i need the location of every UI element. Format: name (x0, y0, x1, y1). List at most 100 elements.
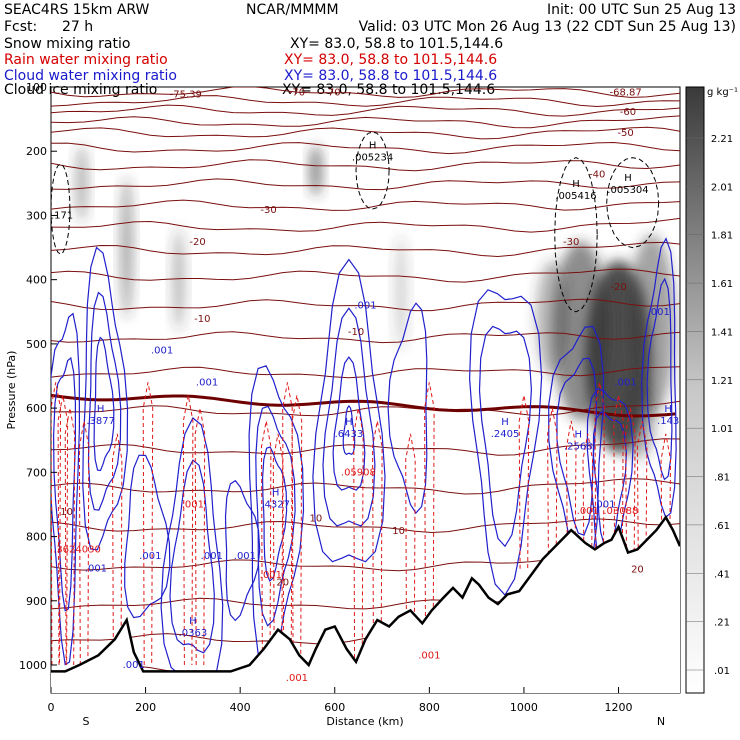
temperature-label-0: -75.39 (170, 89, 202, 100)
snow-shade-2 (627, 234, 676, 415)
temperature-contour-6 (51, 159, 680, 172)
rain-water-contour-14 (405, 433, 416, 666)
maximum-value-2: .005304 (607, 185, 648, 196)
field-title-ice: Cloud ice mixing ratio (4, 82, 157, 98)
rain-water-contour-6 (182, 395, 194, 666)
cloud-water-contour-5-1 (646, 277, 673, 481)
contour-value-label-1: .001 (196, 377, 218, 388)
temperature-label-4: -60 (620, 107, 636, 118)
center-title: NCAR/MMMM (246, 2, 339, 18)
contour-value-label-2: .001 (354, 300, 376, 311)
y-tick-label-4: 500 (26, 338, 47, 351)
valid-time: Valid: 03 UTC Mon 26 Aug 13 (22 CDT Sun … (359, 19, 736, 35)
contour-value-label-0: .001 (151, 345, 173, 356)
temperature-label-3: -68.87 (609, 87, 641, 98)
contour-value-label-12: .001 (260, 570, 282, 581)
cloud-water-contour-5-0 (641, 237, 677, 519)
maximum-marker-0: H (369, 141, 377, 152)
y-tick-label-0: 100 (26, 81, 47, 94)
maximum-value-8: .4327 (261, 499, 290, 510)
cloud-water-contour-2-2 (261, 446, 288, 583)
x-tick-label-3: 600 (324, 701, 345, 714)
temperature-contour-14 (51, 366, 680, 379)
cloud-water-contour-11-0 (387, 302, 428, 514)
field-xy-ice: XY= 83.0, 58.8 to 101.5,144.6 (282, 82, 495, 98)
contour-value-label-11: .001 (182, 499, 204, 510)
colorbar-label-3: .61 (714, 521, 730, 532)
maximum-value-9: .0363 (179, 628, 208, 639)
y-tick-label-9: 1000 (19, 659, 47, 672)
colorbar-label-11: 2.21 (711, 134, 733, 145)
maximum-marker-2: H (624, 173, 632, 184)
temperature-contour-16 (51, 438, 680, 456)
contour-value-label-4: .001 (614, 377, 636, 388)
temperature-contour-0 (51, 87, 680, 98)
temperature-label-6: -40 (589, 170, 605, 181)
rain-water-contour-19 (582, 433, 594, 569)
cloud-water-contour-1-2 (93, 336, 115, 472)
temperature-label-11: -10 (194, 314, 210, 325)
rain-water-contour-20 (594, 382, 605, 569)
maximum-value-12: .3624030 (53, 544, 101, 555)
cloud-water-contour-1-1 (87, 291, 122, 511)
temperature-label-7: -30 (260, 205, 276, 216)
contour-value-label-5: .001 (139, 551, 161, 562)
colorbar-label-5: 1.01 (711, 424, 733, 435)
rain-water-contour-0 (51, 382, 62, 666)
temperature-contour-15 (51, 400, 680, 417)
terrain-fill (51, 517, 680, 693)
rain-water-contour-17 (547, 408, 558, 569)
snow-shade-3 (535, 260, 569, 377)
rain-water-contour-10 (282, 382, 293, 666)
maximum-value-7: .143 (657, 416, 679, 427)
colorbar-label-1: .21 (714, 618, 730, 629)
maximum-marker-9: H (189, 616, 197, 627)
maximum-value-5: .2405 (491, 429, 520, 440)
temperature-label-9: -20 (189, 237, 205, 248)
temperature-contour-9 (51, 217, 680, 233)
y-tick-label-3: 400 (26, 274, 47, 287)
rain-water-contour-9 (272, 433, 284, 666)
maximum-value-3: .3877 (86, 416, 115, 427)
x-tick-label-4: 800 (419, 701, 440, 714)
cloud-water-contour-7-0 (124, 454, 171, 619)
cloud-water-contour-0-2 (332, 356, 366, 491)
x-tick-label-5: 1000 (510, 701, 538, 714)
temperature-label-2: -70 (324, 87, 340, 98)
y-tick-label-2: 300 (26, 209, 47, 222)
temperature-contour-1 (51, 95, 680, 108)
rain-water-contours (51, 382, 672, 666)
cloud-water-contour-3-1 (478, 325, 533, 548)
colorbar-label-6: 1.21 (711, 376, 733, 387)
rain-water-contour-5 (142, 382, 154, 666)
x-axis: 0 200 400 600 800 1000 1200 (48, 687, 633, 714)
colorbar-label-9: 1.81 (711, 231, 733, 242)
cloud-ice-contour-1 (554, 157, 598, 313)
maximum-marker-3: H (97, 404, 105, 415)
temperature-label-14: 10 (309, 513, 322, 524)
colorbar-label-0: .01 (714, 666, 730, 677)
temperature-contour-4 (51, 126, 680, 140)
contour-value-label-7: .001 (234, 551, 256, 562)
rain-water-contour-22 (625, 408, 636, 569)
colorbar-unit: g kg⁻¹ (707, 87, 738, 98)
rain-water-contour-18 (565, 420, 577, 569)
y-tick-label-8: 900 (26, 595, 47, 608)
rain-water-contour-11 (291, 395, 303, 666)
snow-shade-8 (394, 234, 408, 351)
colorbar (685, 86, 705, 694)
contour-value-label-10: .001 (593, 499, 615, 510)
temperature-contour-13 (51, 331, 680, 344)
temperature-label-12: -10 (348, 327, 364, 338)
terrain (51, 514, 680, 693)
maximum-value-4: .6433 (335, 429, 364, 440)
colorbar-label-4: .81 (714, 473, 730, 484)
contour-value-label-13: .001 (577, 506, 599, 517)
colorbar-labels: .01 .21 .41 .61 .81 1.01 1.21 1.41 1.61 1.81 2.01 2… (686, 134, 733, 677)
rain-water-contour-3 (78, 420, 90, 666)
y-tick-label-7: 800 (26, 531, 47, 544)
cloud-water-contour-8-0 (224, 479, 261, 622)
field-xy-snow: XY= 83.0, 58.8 to 101.5,144.6 (290, 36, 503, 52)
temperature-contour-5 (51, 141, 680, 155)
contour-value-label-15: .001 (286, 673, 308, 684)
